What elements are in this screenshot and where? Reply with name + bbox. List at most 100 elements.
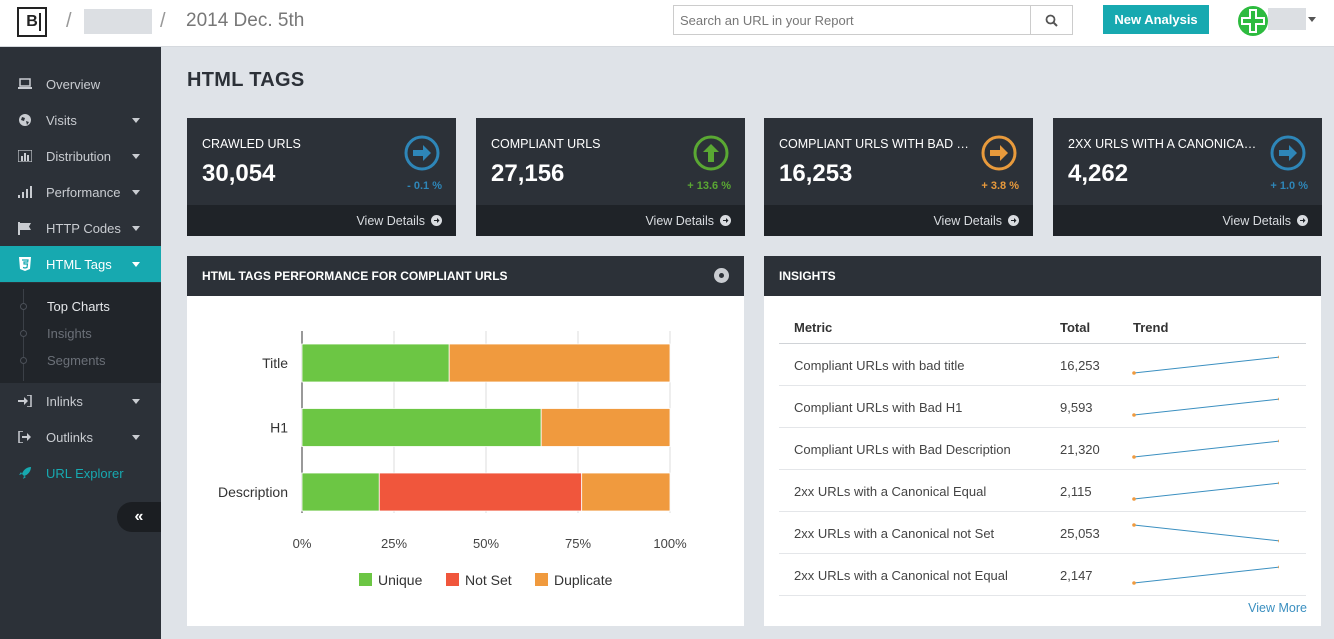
sidebar-item-label: Distribution xyxy=(46,148,112,164)
subnav-item-insights[interactable]: Insights xyxy=(0,320,161,347)
top-bar: B / / 2014 Dec. 5th New Analysis xyxy=(0,0,1334,47)
view-details-label: View Details xyxy=(1222,213,1291,228)
bar-segment xyxy=(448,343,671,383)
view-details-link[interactable]: View Details xyxy=(1053,205,1322,236)
stat-title: CRAWLED URLS xyxy=(202,137,301,151)
signal-icon xyxy=(17,184,33,200)
arrow-right-circle-icon xyxy=(404,135,440,171)
stat-delta: + 1.0 % xyxy=(1270,180,1308,192)
arrow-right-circle-icon xyxy=(1297,215,1308,226)
column-header-metric: Metric xyxy=(794,320,833,335)
metric-name[interactable]: Compliant URLs with Bad H1 xyxy=(794,400,963,415)
double-chevron-left-icon: « xyxy=(134,508,144,525)
table-row[interactable]: 2xx URLs with a Canonical Equal 2,115 xyxy=(779,470,1306,512)
chevron-down-icon xyxy=(132,434,140,440)
collapse-sidebar-button[interactable]: « xyxy=(117,502,161,532)
breadcrumb-project[interactable] xyxy=(84,9,152,34)
sidebar-item-overview[interactable]: Overview xyxy=(0,66,161,102)
sidebar-item-label: Performance xyxy=(46,184,121,200)
sidebar-item-label: HTTP Codes xyxy=(46,220,121,236)
subnav-item-label: Top Charts xyxy=(47,299,110,314)
view-details-label: View Details xyxy=(933,213,1002,228)
settings-icon[interactable] xyxy=(714,268,729,283)
table-row[interactable]: Compliant URLs with bad title 16,253 xyxy=(779,344,1306,386)
breadcrumb-date[interactable]: 2014 Dec. 5th xyxy=(186,10,305,31)
avatar-image-icon xyxy=(1241,9,1265,33)
app-logo[interactable]: B xyxy=(17,7,47,37)
logo-letter: B xyxy=(26,13,38,30)
sidebar-item-outlinks[interactable]: Outlinks xyxy=(0,419,161,455)
flag-icon xyxy=(17,220,33,236)
category-label: H1 xyxy=(270,420,288,436)
new-analysis-button[interactable]: New Analysis xyxy=(1103,5,1209,34)
stat-value: 16,253 xyxy=(779,160,853,187)
column-header-trend: Trend xyxy=(1133,320,1169,335)
sidebar-item-http-codes[interactable]: HTTP Codes xyxy=(0,210,161,246)
sidebar-subnav: Top Charts Insights Segments xyxy=(0,283,161,383)
tick-label: 100% xyxy=(653,536,687,551)
tick-label: 0% xyxy=(293,536,312,551)
arrow-right-circle-icon xyxy=(1270,135,1306,171)
view-details-link[interactable]: View Details xyxy=(764,205,1033,236)
chart-panel-title: HTML TAGS PERFORMANCE FOR COMPLIANT URLS xyxy=(187,256,744,296)
bar-segment xyxy=(378,472,583,512)
trend-sparkline xyxy=(1132,397,1279,417)
metric-name[interactable]: 2xx URLs with a Canonical not Set xyxy=(794,526,995,541)
metric-name[interactable]: Compliant URLs with Bad Description xyxy=(794,442,1011,457)
bar-segment xyxy=(301,408,542,447)
breadcrumb-separator: / xyxy=(66,10,72,32)
tick-label: 50% xyxy=(473,536,499,551)
chevron-down-icon xyxy=(132,117,140,123)
sidebar-item-visits[interactable]: Visits xyxy=(0,102,161,138)
legend-label: Unique xyxy=(378,572,423,588)
arrow-right-circle-icon xyxy=(1008,215,1019,226)
sidebar-item-label: Outlinks xyxy=(46,429,93,445)
trend-sparkline xyxy=(1132,523,1279,543)
chevron-down-icon xyxy=(132,189,140,195)
subnav-item-top-charts[interactable]: Top Charts xyxy=(0,293,161,320)
subnav-item-segments[interactable]: Segments xyxy=(0,347,161,374)
user-name[interactable] xyxy=(1268,8,1306,30)
sign-out-icon xyxy=(17,429,33,445)
stat-card: COMPLIANT URLS 27,156 + 13.6 % View Details xyxy=(476,118,745,236)
search-input[interactable] xyxy=(674,6,1031,34)
stat-card: 2XX URLS WITH A CANONICAL EQUAL 4,262 + 1.… xyxy=(1053,118,1322,236)
chevron-down-icon xyxy=(132,153,140,159)
rocket-icon xyxy=(17,465,33,481)
metric-name[interactable]: 2xx URLs with a Canonical not Equal xyxy=(794,568,1008,583)
bullet-icon xyxy=(20,303,27,310)
metric-name[interactable]: 2xx URLs with a Canonical Equal xyxy=(794,484,987,499)
view-details-label: View Details xyxy=(645,213,714,228)
sidebar-item-distribution[interactable]: Distribution xyxy=(0,138,161,174)
table-row[interactable]: 2xx URLs with a Canonical not Set 25,053 xyxy=(779,512,1306,554)
bar-segment xyxy=(301,472,380,512)
chevron-down-icon xyxy=(132,398,140,404)
stat-delta: + 13.6 % xyxy=(687,180,731,192)
html-tags-chart: 0% 25% 50% 75% 100% Title H1 Description Unique N… xyxy=(218,331,687,588)
column-header-total: Total xyxy=(1060,320,1091,335)
avatar[interactable] xyxy=(1238,6,1268,36)
sidebar-item-inlinks[interactable]: Inlinks xyxy=(0,383,161,419)
sidebar-item-html-tags[interactable]: HTML Tags xyxy=(0,246,161,282)
metric-name[interactable]: Compliant URLs with bad title xyxy=(794,358,965,373)
chevron-down-icon xyxy=(132,261,140,267)
sidebar-item-url-explorer[interactable]: URL Explorer xyxy=(0,455,161,491)
table-row[interactable]: Compliant URLs with Bad H1 9,593 xyxy=(779,386,1306,428)
table-row[interactable]: 2xx URLs with a Canonical not Equal 2,147 xyxy=(779,554,1306,596)
stat-card: COMPLIANT URLS WITH BAD TITLE 16,253 + 3.8… xyxy=(764,118,1033,236)
metric-total: 25,053 xyxy=(1060,526,1100,541)
stat-delta: - 0.1 % xyxy=(407,180,442,192)
view-details-link[interactable]: View Details xyxy=(187,205,456,236)
bullet-icon xyxy=(20,330,27,337)
search-icon xyxy=(1045,14,1058,27)
table-row[interactable]: Compliant URLs with Bad Description 21,32… xyxy=(779,428,1306,470)
chevron-down-icon[interactable] xyxy=(1308,17,1316,22)
sign-in-icon xyxy=(17,393,33,409)
search-button[interactable] xyxy=(1030,6,1072,34)
view-more-link[interactable]: View More xyxy=(1248,601,1307,615)
view-details-link[interactable]: View Details xyxy=(476,205,745,236)
insights-panel: INSIGHTS Metric Total Trend Compliant UR… xyxy=(764,256,1321,626)
sidebar-item-performance[interactable]: Performance xyxy=(0,174,161,210)
trend-sparkline xyxy=(1132,355,1279,375)
chevron-down-icon xyxy=(132,225,140,231)
